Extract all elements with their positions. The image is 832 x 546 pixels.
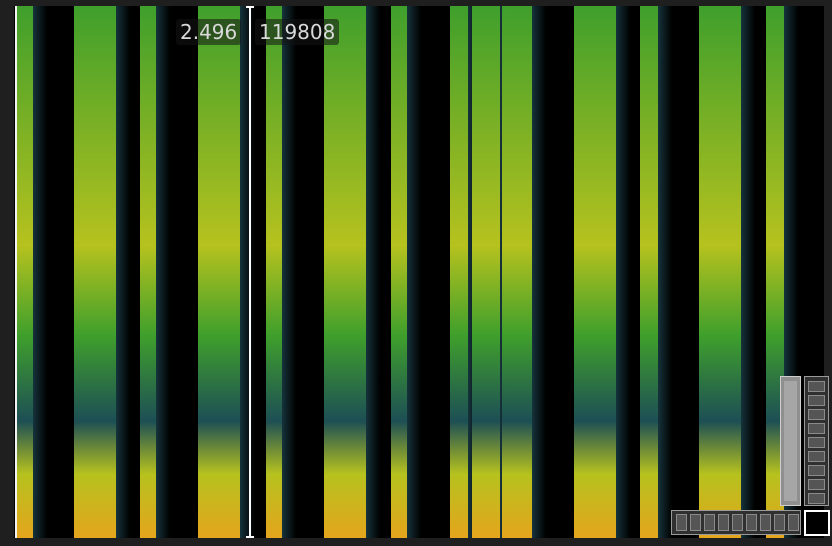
spectrogram-band [266,6,296,538]
zoom-notch [808,381,825,392]
zoom-notch [808,437,825,448]
spectrogram-band [74,6,130,538]
spectrogram-band [472,6,514,538]
zoom-notch [774,514,785,531]
top-border [0,0,832,6]
vertical-scrollbar[interactable] [780,376,801,506]
spectrogram-band [450,6,482,538]
vertical-zoom-thumbwheel-icon[interactable] [804,376,829,506]
spectrogram-band [324,6,380,538]
cursor-time-readout: 2.496 [176,19,242,45]
cursor-frequency-readout: 119808 [255,19,340,45]
zoom-notch [808,493,825,504]
left-border [0,6,14,538]
zoom-notch [676,514,687,531]
spectrogram-band [140,6,170,538]
horizontal-zoom-thumbwheel-icon[interactable] [671,510,801,535]
spectrogram-band [198,6,254,538]
zoom-notch [718,514,729,531]
vertical-scrollbar-thumb[interactable] [784,381,797,501]
bottom-border [0,538,832,546]
zoom-notch [808,409,825,420]
right-border [824,6,832,538]
zoom-notch [808,465,825,476]
zoom-notch [704,514,715,531]
spectrogram-band [574,6,630,538]
spectrogram-band [699,6,755,538]
spectrogram-pane[interactable] [14,6,824,538]
zoom-notch [808,423,825,434]
playback-start-marker [15,6,17,538]
zoom-notch [808,479,825,490]
spectrogram-band [16,6,47,538]
spectrogram-band [502,6,546,538]
zoom-notch [732,514,743,531]
cursor-bottom-cap [246,536,254,538]
cursor-top-cap [246,6,254,8]
spectrogram-band [640,6,672,538]
spectrogram-band [391,6,421,538]
zoom-notch [690,514,701,531]
zoom-notch [808,451,825,462]
zoom-notch [746,514,757,531]
crosshair-cursor-line [249,6,251,538]
zoom-notch [760,514,771,531]
zoom-notch [808,395,825,406]
zoom-notch [788,514,799,531]
zoom-reset-icon[interactable] [804,510,830,536]
